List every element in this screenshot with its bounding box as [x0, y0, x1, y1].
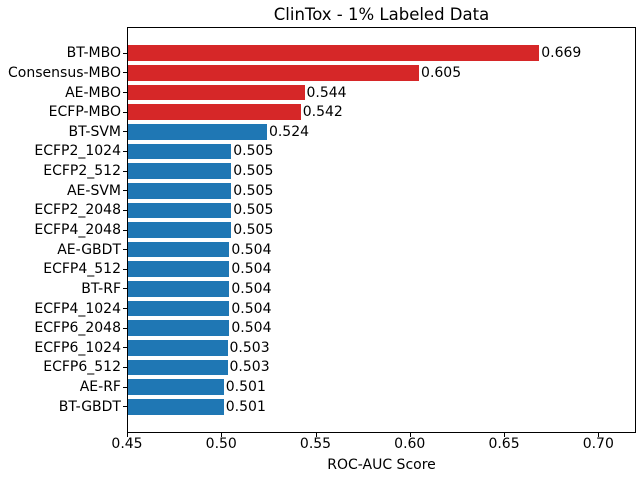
bar-value-label: 0.504 — [231, 261, 272, 278]
x-tick-mark — [598, 433, 600, 437]
y-axis-tick-label: BT-MBO — [66, 45, 121, 62]
y-tick-mark — [123, 150, 127, 152]
y-axis-tick-label: ECFP4_2048 — [34, 222, 121, 238]
y-axis-tick-label: ECFP2_2048 — [34, 202, 121, 219]
bar — [128, 123, 267, 140]
y-tick-mark — [123, 347, 127, 349]
bar-value-label: 0.524 — [268, 123, 310, 140]
bar — [128, 320, 230, 336]
y-tick-mark — [123, 72, 127, 74]
bar-value-label: 0.503 — [229, 339, 270, 356]
bar — [128, 202, 232, 219]
bar — [128, 281, 230, 297]
y-tick-mark — [123, 209, 127, 211]
y-tick-mark — [123, 406, 127, 408]
x-axis-tick-label: 0.45 — [111, 436, 143, 452]
y-axis-tick-label: ECFP4_512 — [43, 261, 121, 278]
bar — [128, 182, 232, 199]
bar-value-label: 0.505 — [233, 202, 274, 219]
y-tick-mark — [123, 190, 127, 192]
bar-value-label: 0.669 — [541, 45, 582, 62]
bar-value-label: 0.503 — [229, 359, 270, 376]
bar — [128, 45, 540, 62]
x-tick-mark — [127, 433, 128, 437]
bar — [128, 241, 230, 258]
y-tick-mark — [123, 366, 127, 368]
y-tick-mark — [123, 92, 127, 94]
y-axis-tick-label: BT-GBDT — [58, 398, 121, 415]
bar — [128, 398, 224, 415]
bar — [128, 339, 228, 356]
x-tick-mark — [315, 433, 317, 437]
bar — [128, 104, 301, 121]
bar-value-label: 0.605 — [421, 64, 462, 81]
bar-value-label: 0.504 — [231, 280, 272, 297]
bar — [128, 261, 230, 278]
y-axis-tick-label: ECFP4_1024 — [34, 300, 121, 317]
bar-value-label: 0.544 — [306, 84, 347, 101]
bar-value-label: 0.501 — [225, 379, 266, 396]
plot-area: 0.669 0.605 0.544 0.542 0.524 0.505 0.505 0.505… — [127, 27, 636, 433]
y-axis-tick-label: Consensus-MBO — [8, 64, 121, 81]
y-tick-mark — [123, 229, 127, 231]
bar — [128, 300, 230, 317]
x-axis-tick-label: 0.55 — [299, 436, 332, 452]
y-axis-tick-label: ECFP6_512 — [43, 359, 121, 376]
x-axis-tick-label: 0.50 — [205, 436, 237, 452]
bar-value-label: 0.542 — [302, 104, 343, 121]
chart-title: ClinTox - 1% Labeled Data — [273, 5, 490, 24]
y-tick-mark — [123, 327, 127, 329]
y-axis-tick-label: BT-SVM — [68, 123, 121, 140]
x-tick-mark — [504, 433, 506, 437]
y-axis-tick-label: AE-GBDT — [57, 241, 121, 258]
x-tick-mark — [221, 433, 223, 437]
bar-value-label: 0.505 — [233, 222, 274, 238]
y-tick-mark — [123, 268, 127, 270]
bar — [128, 143, 232, 160]
y-axis-tick-label: ECFP6_1024 — [34, 339, 121, 356]
x-axis-label: ROC-AUC Score — [327, 457, 436, 473]
y-tick-mark — [123, 52, 127, 54]
y-tick-mark — [123, 131, 127, 133]
bar-value-label: 0.505 — [233, 163, 274, 180]
bar — [128, 222, 232, 238]
bar-value-label: 0.504 — [231, 300, 272, 317]
y-axis-tick-label: ECFP2_1024 — [34, 143, 121, 160]
bar — [128, 163, 232, 179]
y-axis-tick-label: ECFP6_2048 — [34, 320, 121, 337]
bar-value-label: 0.505 — [233, 182, 274, 199]
y-tick-mark — [123, 386, 127, 388]
x-tick-mark — [409, 433, 411, 437]
bar-value-label: 0.501 — [225, 398, 266, 415]
y-axis-tick-label: ECFP2_512 — [43, 163, 121, 180]
y-axis-tick-label: BT-RF — [81, 280, 121, 297]
y-axis-tick-label: ECFP-MBO — [48, 104, 121, 121]
y-tick-mark — [123, 170, 127, 172]
bar-value-label: 0.504 — [231, 241, 272, 258]
x-axis-tick-label: 0.70 — [582, 436, 614, 452]
y-axis-tick-label: AE-SVM — [66, 182, 121, 199]
bar — [128, 379, 224, 395]
y-axis-tick-label: AE-MBO — [65, 84, 121, 101]
bar — [128, 359, 228, 376]
y-tick-mark — [123, 111, 127, 113]
bar-value-label: 0.504 — [231, 320, 272, 337]
bar-value-label: 0.505 — [233, 143, 274, 160]
x-axis-tick-label: 0.60 — [394, 436, 426, 452]
x-axis-tick-label: 0.65 — [488, 436, 520, 452]
y-tick-mark — [123, 308, 127, 310]
bar — [128, 65, 420, 81]
y-tick-mark — [123, 249, 127, 251]
y-tick-mark — [123, 288, 127, 290]
bar — [128, 84, 305, 101]
y-axis-tick-label: AE-RF — [79, 379, 121, 396]
